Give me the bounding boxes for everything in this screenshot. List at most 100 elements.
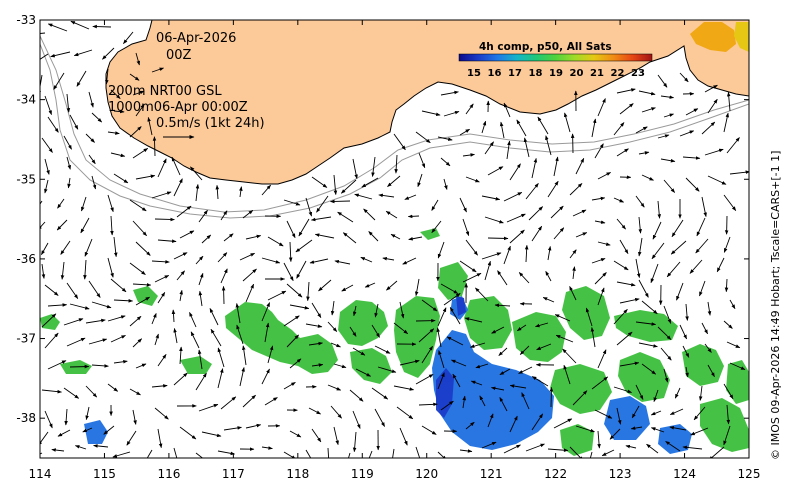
current-arrow <box>487 236 509 241</box>
current-arrow <box>723 320 733 329</box>
current-arrow <box>261 302 271 322</box>
sst-darkblue-core <box>436 296 466 418</box>
current-arrow <box>330 199 351 204</box>
current-arrow <box>81 196 87 212</box>
current-arrow <box>591 196 606 201</box>
current-arrow <box>289 304 310 310</box>
current-arrow <box>105 68 109 85</box>
current-arrow <box>349 389 364 402</box>
current-arrow <box>386 280 398 291</box>
current-arrow <box>236 324 244 345</box>
current-arrow <box>553 418 573 429</box>
current-arrow <box>123 31 134 44</box>
current-arrow <box>689 259 703 274</box>
current-arrow <box>470 380 483 386</box>
current-arrow <box>267 345 274 364</box>
current-arrow <box>417 173 423 188</box>
current-arrow <box>625 444 637 449</box>
current-arrow <box>173 178 183 197</box>
current-arrow <box>443 178 448 190</box>
y-tick-label: -38 <box>16 411 36 425</box>
current-arrow <box>135 52 141 66</box>
current-arrow <box>696 217 706 237</box>
current-arrow <box>638 90 656 96</box>
current-arrow <box>311 428 322 443</box>
current-arrow <box>597 241 611 246</box>
x-tick-label: 117 <box>222 467 245 481</box>
current-arrow <box>499 397 508 412</box>
current-arrow <box>509 415 518 433</box>
current-arrow <box>537 116 549 135</box>
current-arrow <box>84 238 93 257</box>
current-arrow <box>452 373 461 388</box>
current-arrow <box>40 221 46 231</box>
current-arrow <box>523 137 530 158</box>
current-arrow <box>261 368 270 385</box>
current-arrow <box>41 263 46 279</box>
current-arrow <box>594 409 613 419</box>
current-arrow <box>707 175 727 185</box>
current-arrow <box>195 452 204 458</box>
current-arrow <box>440 157 451 167</box>
current-arrow <box>572 266 576 280</box>
current-arrow <box>173 327 178 344</box>
current-arrow <box>562 348 577 364</box>
current-arrow <box>503 444 521 454</box>
current-arrow <box>519 345 530 355</box>
current-arrow <box>316 195 329 213</box>
current-arrow <box>176 270 185 281</box>
current-arrow <box>597 349 607 369</box>
current-arrow <box>503 102 511 118</box>
current-arrow <box>723 194 737 211</box>
current-arrow <box>723 383 734 400</box>
current-arrow <box>545 270 552 282</box>
current-arrow <box>179 426 197 440</box>
current-arrow <box>41 313 57 328</box>
current-arrow <box>531 413 544 431</box>
current-arrow <box>129 73 140 81</box>
current-arrow <box>597 287 605 306</box>
current-arrow <box>635 384 644 400</box>
current-arrow <box>594 272 607 285</box>
current-arrow <box>66 93 71 113</box>
current-arrow <box>242 394 256 408</box>
current-arrow <box>147 116 153 136</box>
current-arrow <box>685 177 700 192</box>
current-arrow <box>553 227 565 240</box>
y-tick-label: -33 <box>16 13 36 27</box>
current-arrow <box>179 230 195 239</box>
current-arrow <box>283 262 294 282</box>
current-arrow <box>154 333 159 346</box>
current-arrow <box>660 95 675 99</box>
current-arrow <box>418 328 435 343</box>
current-arrow <box>63 318 84 326</box>
current-arrow <box>616 407 622 425</box>
current-arrow <box>459 260 477 273</box>
current-arrow <box>132 283 152 287</box>
current-arrow <box>60 261 65 280</box>
current-arrow <box>308 341 323 346</box>
current-arrow <box>157 354 167 367</box>
current-arrow <box>679 130 695 137</box>
x-tick-label: 124 <box>673 467 696 481</box>
current-arrow <box>509 384 527 389</box>
current-arrow <box>264 322 270 343</box>
current-arrow <box>407 214 420 219</box>
current-arrow <box>509 163 521 181</box>
current-arrow <box>223 426 242 431</box>
current-arrow <box>701 121 716 135</box>
current-arrow <box>283 315 300 327</box>
current-arrow <box>235 303 241 324</box>
current-arrow <box>481 120 487 134</box>
current-arrow <box>112 451 131 458</box>
current-arrow <box>698 385 703 401</box>
current-arrow <box>239 252 256 261</box>
current-arrow <box>679 324 688 340</box>
current-arrow <box>616 281 636 287</box>
current-arrow <box>220 268 228 284</box>
current-arrow <box>657 200 662 219</box>
current-arrow <box>288 241 293 263</box>
current-arrow <box>286 220 296 239</box>
current-arrow <box>110 89 121 99</box>
current-arrow <box>296 260 307 279</box>
